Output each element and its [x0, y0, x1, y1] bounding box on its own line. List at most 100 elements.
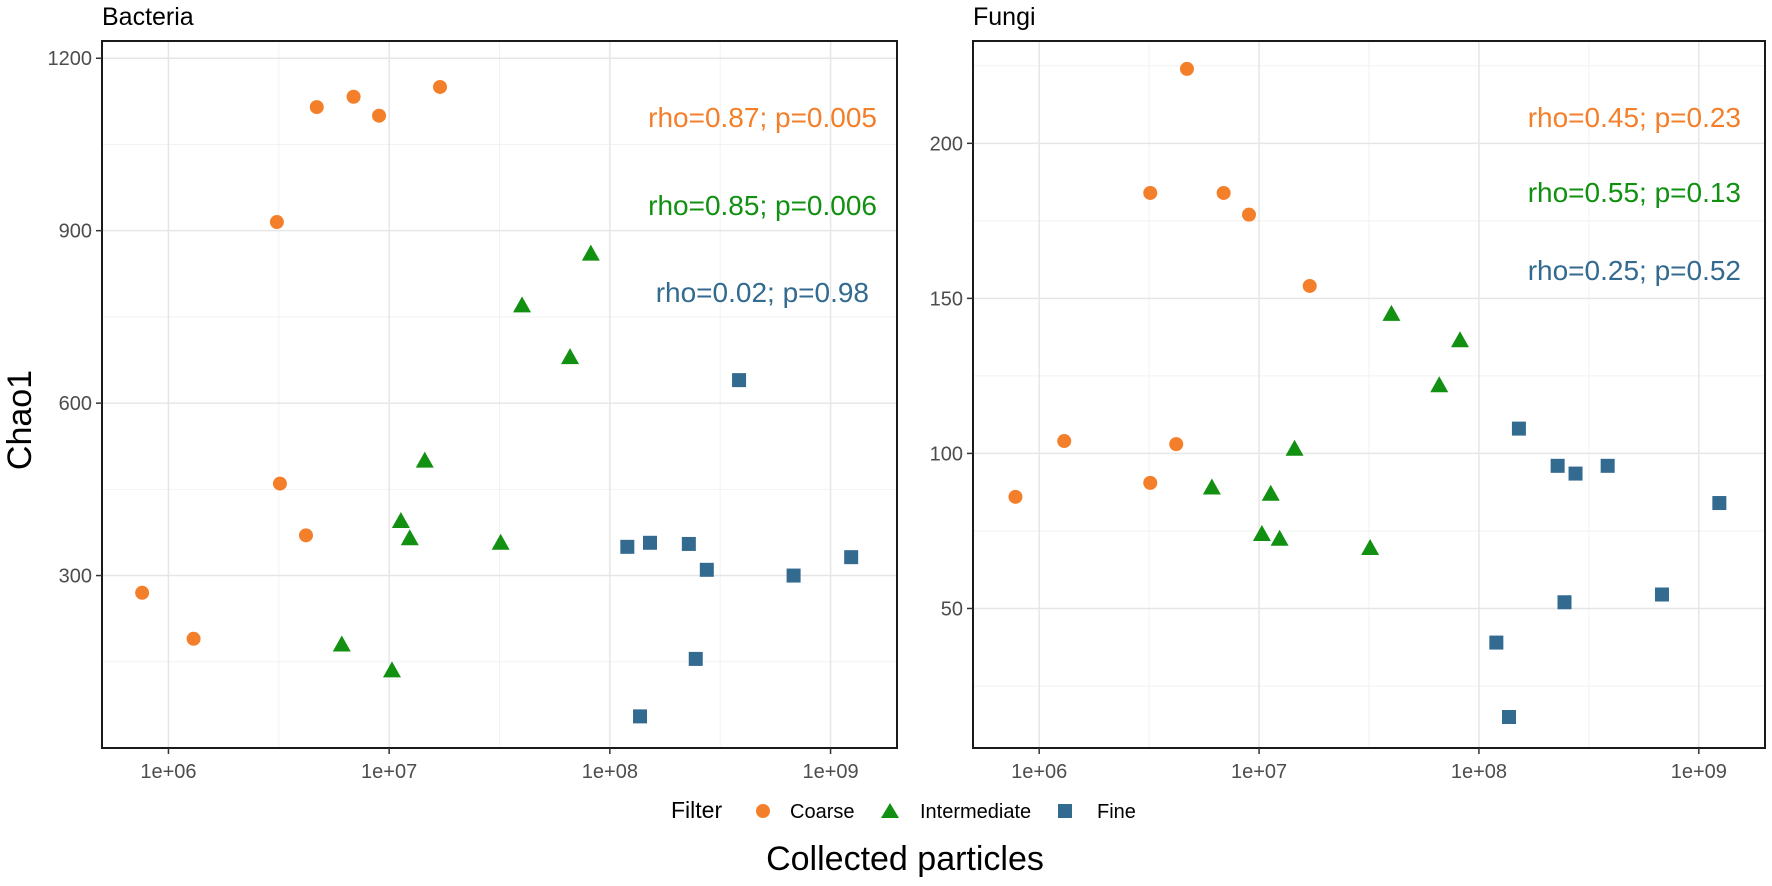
- point-coarse-4: [1169, 437, 1184, 452]
- grid: [973, 41, 1765, 748]
- x-tick-label: 1e+09: [802, 761, 858, 783]
- point-fine-8: [1712, 496, 1727, 511]
- plot-border: [101, 40, 898, 749]
- y-tick-label: 50: [941, 598, 963, 620]
- point-intermediate-8: [581, 244, 600, 261]
- legend-label-fine: Fine: [1097, 801, 1136, 823]
- annotation-fine: rho=0.02; p=0.98: [656, 277, 869, 308]
- point-coarse-1: [186, 631, 201, 646]
- point-intermediate-2: [391, 511, 410, 528]
- annotation-fine: rho=0.25; p=0.52: [1528, 255, 1741, 286]
- data-points: [1008, 61, 1727, 724]
- point-intermediate-7: [561, 348, 580, 365]
- bacteria-panel: Bacteria rho=0.87; p=0.005 rho=0.85; p=0…: [48, 3, 898, 783]
- point-fine-5: [699, 562, 714, 577]
- point-coarse-8: [1302, 278, 1317, 293]
- y-tick-label: 100: [930, 443, 963, 465]
- point-fine-3: [1550, 458, 1565, 473]
- point-coarse-7: [1242, 207, 1257, 222]
- y-tick-label: 300: [59, 566, 92, 588]
- point-intermediate-7: [1430, 376, 1449, 393]
- point-fine-8: [844, 550, 859, 565]
- point-intermediate-2: [1261, 484, 1280, 501]
- point-intermediate-1: [382, 661, 401, 678]
- y-tick-label: 900: [59, 221, 92, 243]
- point-intermediate-3: [1270, 529, 1289, 546]
- annotation-intermediate: rho=0.55; p=0.13: [1528, 177, 1741, 208]
- panel-title: Fungi: [973, 3, 1036, 31]
- data-points: [135, 79, 859, 724]
- point-intermediate-1: [1252, 525, 1271, 542]
- legend-key-fine: [1058, 804, 1072, 818]
- point-coarse-8: [433, 79, 448, 94]
- axis-ticks: 300 600 900 1200 1e+06 1e+07 1e+08 1e+09: [48, 48, 859, 783]
- x-tick-label: 1e+06: [1011, 761, 1067, 783]
- point-fine-1: [1501, 709, 1516, 724]
- point-fine-6: [1600, 458, 1615, 473]
- x-tick-label: 1e+09: [1671, 761, 1727, 783]
- point-fine-4: [1557, 595, 1572, 610]
- point-coarse-3: [1143, 185, 1158, 200]
- y-tick-label: 150: [930, 288, 963, 310]
- point-coarse-2: [1143, 475, 1158, 490]
- point-fine-7: [786, 568, 801, 583]
- point-coarse-4: [298, 528, 313, 543]
- annotation-coarse: rho=0.45; p=0.23: [1528, 102, 1741, 133]
- fungi-panel: Fungi rho=0.45; p=0.23 rho=0.55; p=0.13 …: [930, 3, 1766, 783]
- axis-ticks: 50 100 150 200 1e+06 1e+07 1e+08 1e+09: [930, 133, 1727, 783]
- panel-title: Bacteria: [102, 3, 194, 31]
- legend-label-coarse: Coarse: [790, 801, 854, 823]
- x-tick-label: 1e+07: [361, 761, 417, 783]
- point-intermediate-8: [1450, 331, 1469, 348]
- point-intermediate-4: [1285, 439, 1304, 456]
- y-tick-label: 1200: [48, 48, 93, 70]
- point-coarse-2: [269, 215, 284, 230]
- x-axis-label: Collected particles: [766, 840, 1044, 878]
- point-fine-3: [681, 536, 696, 551]
- annotations: rho=0.87; p=0.005 rho=0.85; p=0.006 rho=…: [648, 102, 877, 308]
- point-coarse-1: [1057, 434, 1072, 449]
- point-fine-0: [1489, 635, 1504, 650]
- annotations: rho=0.45; p=0.23 rho=0.55; p=0.13 rho=0.…: [1528, 102, 1741, 286]
- point-coarse-0: [1008, 489, 1023, 504]
- point-coarse-0: [135, 585, 150, 600]
- point-intermediate-3: [400, 529, 419, 546]
- point-intermediate-4: [415, 451, 434, 468]
- point-intermediate-0: [1202, 478, 1221, 495]
- point-fine-7: [1654, 587, 1669, 602]
- point-intermediate-5: [1361, 538, 1380, 555]
- point-fine-2: [642, 535, 657, 550]
- point-intermediate-6: [513, 296, 532, 313]
- annotation-intermediate: rho=0.85; p=0.006: [648, 190, 877, 221]
- point-coarse-6: [1216, 185, 1231, 200]
- y-tick-label: 600: [59, 393, 92, 415]
- grid: [102, 41, 897, 748]
- point-coarse-6: [346, 89, 361, 104]
- plot-border: [972, 40, 1766, 749]
- point-coarse-5: [1179, 61, 1194, 76]
- point-fine-1: [633, 709, 648, 724]
- x-tick-label: 1e+06: [140, 761, 196, 783]
- legend-title: Filter: [671, 797, 722, 823]
- point-coarse-3: [272, 476, 287, 491]
- point-fine-5: [1568, 466, 1583, 481]
- point-coarse-5: [309, 100, 324, 115]
- legend-label-intermediate: Intermediate: [920, 801, 1031, 823]
- point-fine-6: [732, 373, 747, 388]
- x-tick-label: 1e+08: [582, 761, 638, 783]
- point-fine-0: [620, 539, 635, 554]
- annotation-coarse: rho=0.87; p=0.005: [648, 102, 877, 133]
- x-tick-label: 1e+07: [1231, 761, 1287, 783]
- point-fine-4: [688, 651, 703, 666]
- point-intermediate-0: [332, 635, 351, 652]
- point-fine-2: [1511, 421, 1526, 436]
- point-coarse-7: [372, 108, 387, 123]
- legend: Filter Coarse Intermediate Fine: [671, 797, 1136, 823]
- y-axis-label: Chao1: [1, 370, 39, 470]
- legend-key-coarse: [756, 804, 770, 818]
- point-intermediate-6: [1382, 304, 1401, 321]
- y-tick-label: 200: [930, 133, 963, 155]
- legend-key-intermediate: [881, 803, 899, 818]
- x-tick-label: 1e+08: [1451, 761, 1507, 783]
